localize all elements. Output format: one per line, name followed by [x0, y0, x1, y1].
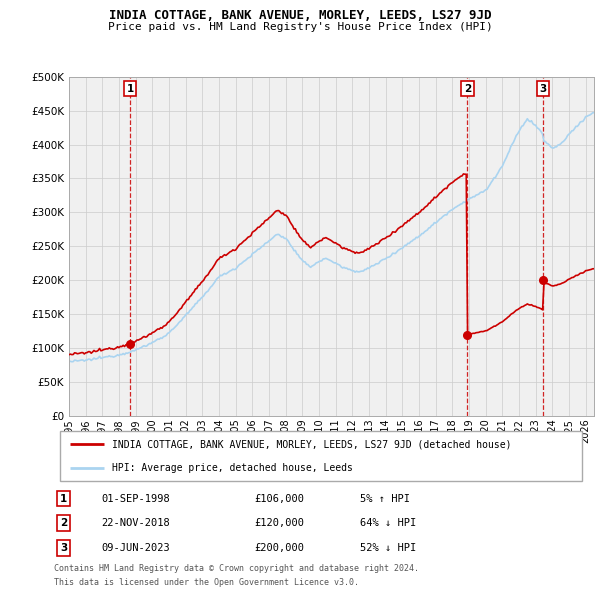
Text: £106,000: £106,000: [254, 494, 305, 503]
Text: £200,000: £200,000: [254, 543, 305, 553]
Text: INDIA COTTAGE, BANK AVENUE, MORLEY, LEEDS, LS27 9JD (detached house): INDIA COTTAGE, BANK AVENUE, MORLEY, LEED…: [112, 439, 512, 449]
Text: INDIA COTTAGE, BANK AVENUE, MORLEY, LEEDS, LS27 9JD: INDIA COTTAGE, BANK AVENUE, MORLEY, LEED…: [109, 9, 491, 22]
Text: 22-NOV-2018: 22-NOV-2018: [101, 518, 170, 528]
Text: HPI: Average price, detached house, Leeds: HPI: Average price, detached house, Leed…: [112, 463, 353, 473]
Text: 52% ↓ HPI: 52% ↓ HPI: [360, 543, 416, 553]
Text: 3: 3: [539, 84, 547, 94]
FancyBboxPatch shape: [60, 431, 582, 481]
Text: 1: 1: [127, 84, 134, 94]
Text: 64% ↓ HPI: 64% ↓ HPI: [360, 518, 416, 528]
Text: 2: 2: [60, 518, 67, 528]
Text: £120,000: £120,000: [254, 518, 305, 528]
Text: This data is licensed under the Open Government Licence v3.0.: This data is licensed under the Open Gov…: [54, 578, 359, 587]
Text: 01-SEP-1998: 01-SEP-1998: [101, 494, 170, 503]
Text: 09-JUN-2023: 09-JUN-2023: [101, 543, 170, 553]
Text: 1: 1: [60, 494, 67, 503]
Text: 2: 2: [464, 84, 471, 94]
Text: Contains HM Land Registry data © Crown copyright and database right 2024.: Contains HM Land Registry data © Crown c…: [54, 565, 419, 573]
Text: 3: 3: [60, 543, 67, 553]
Text: 5% ↑ HPI: 5% ↑ HPI: [360, 494, 410, 503]
Text: Price paid vs. HM Land Registry's House Price Index (HPI): Price paid vs. HM Land Registry's House …: [107, 22, 493, 32]
